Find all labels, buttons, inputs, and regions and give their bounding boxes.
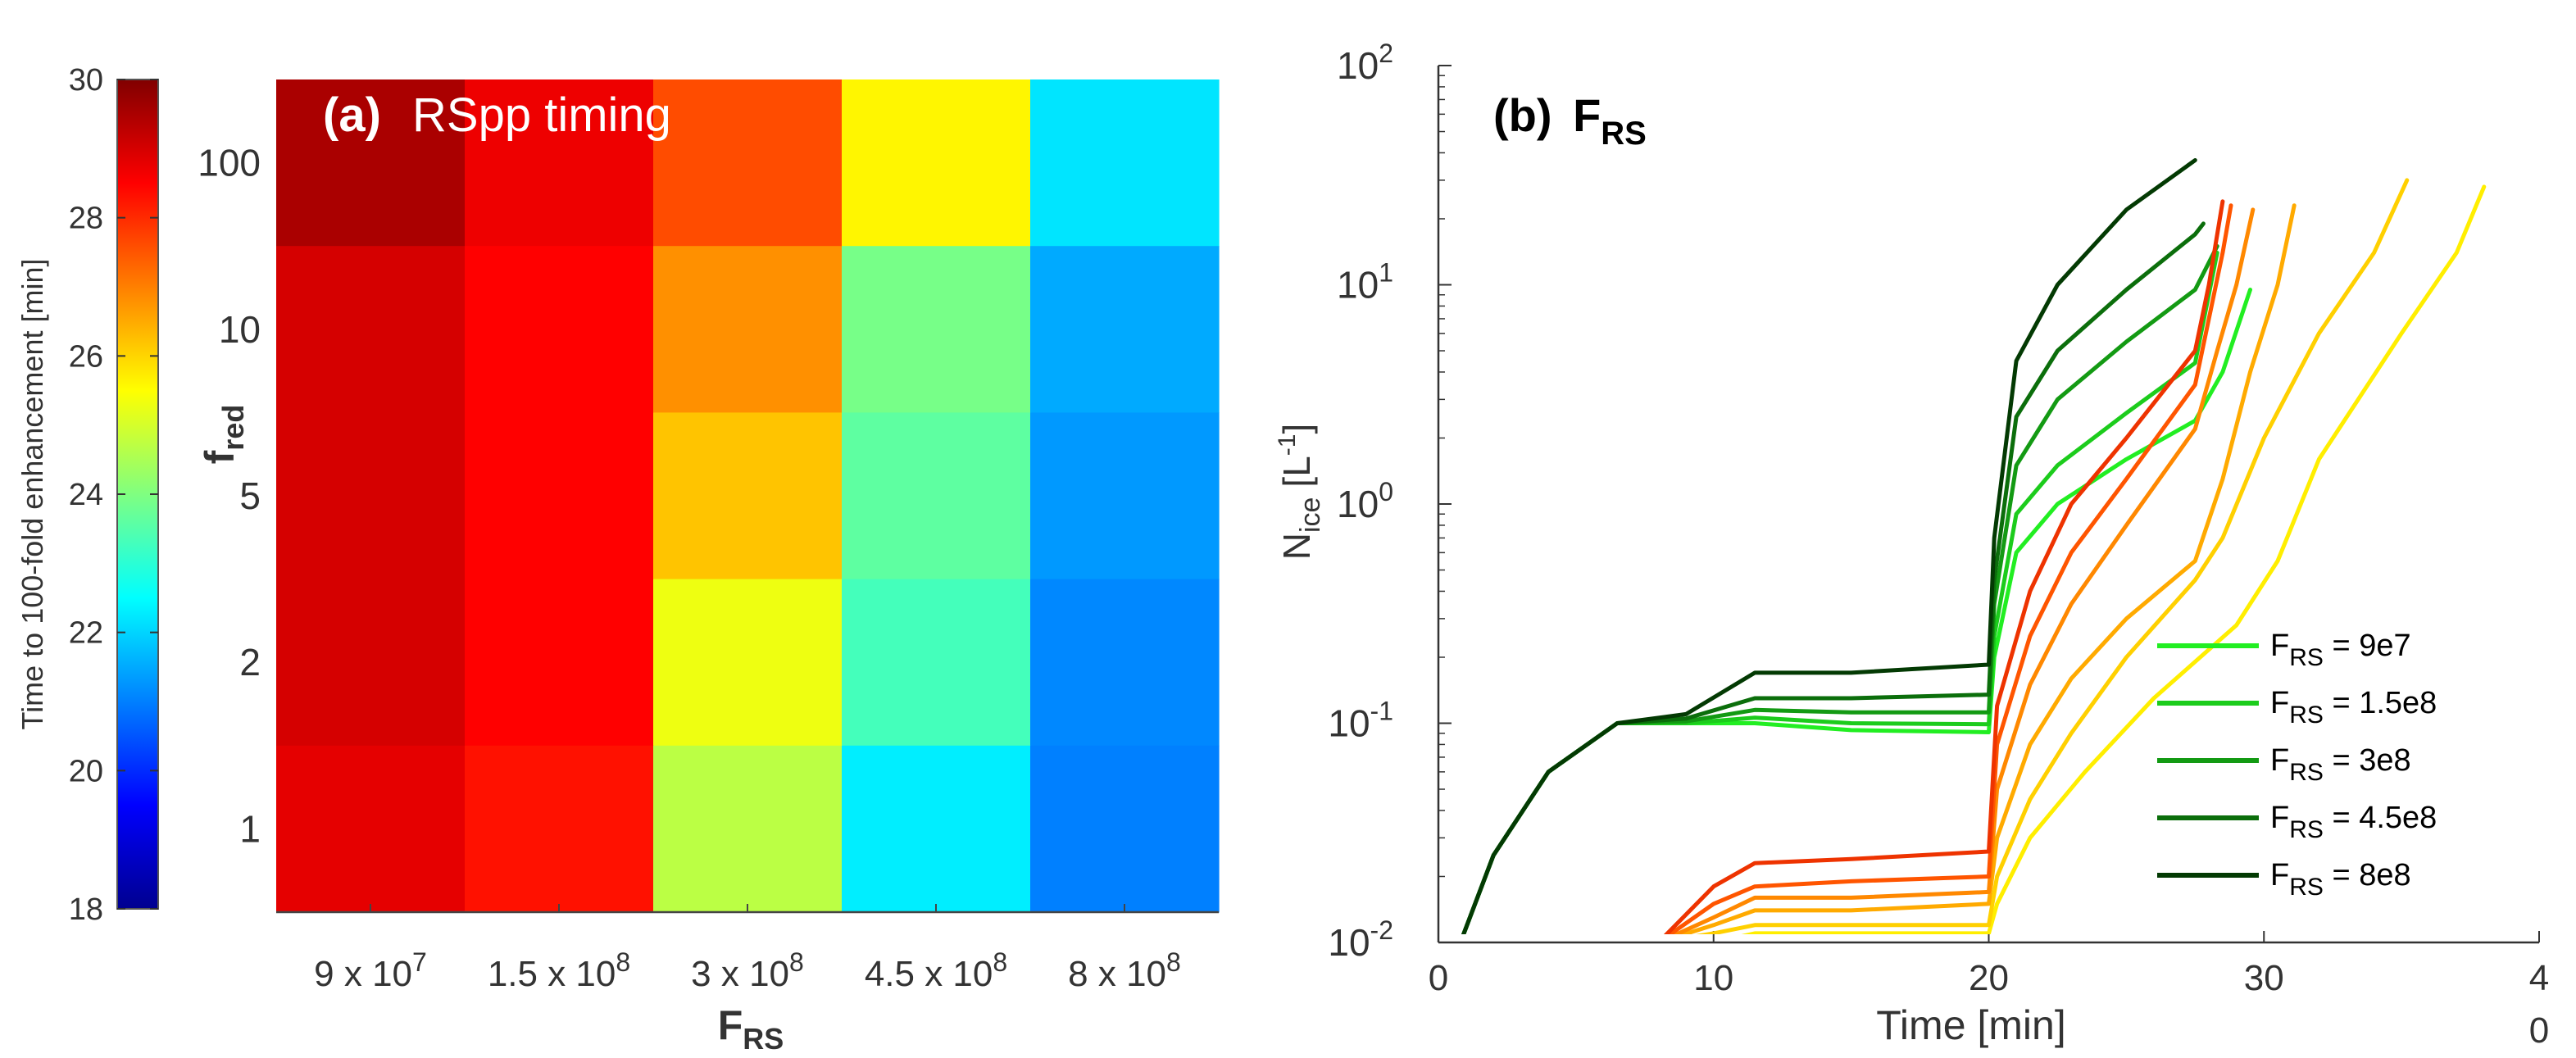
series-line [1461,221,2206,934]
heatmap-y-ticks: 100 10 5 2 1 [198,142,261,851]
colorbar-tick-label: 24 [69,478,103,512]
heatmap-cell [1030,579,1220,747]
legend-label: FRS = 4.5e8 [2270,801,2437,843]
colorbar-tick-label: 30 [69,63,103,98]
colorbar-tick-label: 22 [69,616,103,651]
legend-label: FRS = 1.5e8 [2270,686,2437,729]
legend-label: FRS = 8e8 [2270,858,2411,901]
heatmap-cell [276,745,466,913]
x-tick-label: 20 [1969,958,2009,998]
series-line [1461,158,2197,934]
x-tick-label: 4 [2529,958,2549,998]
colorbar-label: Time to 100-fold enhancement [min] [16,259,49,730]
series-line [1671,207,2256,934]
colorbar-ticks: 18 20 22 24 26 28 30 [69,63,158,927]
heatmap-cell [1030,246,1220,413]
heatmap-x-tick-label: 4.5 x 108 [865,947,1007,994]
heatmap-cell [653,745,843,913]
colorbar-tick-label: 18 [69,892,103,927]
x-tick-label: 30 [2244,958,2284,998]
series-line [1461,250,2219,934]
colorbar-tick-label: 20 [69,754,103,788]
y-tick-label: 100 [1337,477,1393,525]
heatmap-cell [653,412,843,580]
heatmap-cell [842,579,1031,747]
heatmap-x-tick-label: 3 x 108 [691,947,804,994]
heatmap-cell [1030,745,1220,913]
heatmap-cell [842,745,1031,913]
heatmap-cell [276,79,466,247]
heatmap-cell [653,579,843,747]
x-tick-label: 0 [2529,1010,2549,1051]
line-plot-title: (b) FRS [1493,89,1647,152]
heatmap-cell [842,79,1031,247]
y-tick-label: 102 [1337,39,1393,87]
heatmap-x-tick-label: 9 x 107 [314,947,427,994]
heatmap-cell [465,246,654,413]
legend-label: FRS = 3e8 [2270,743,2411,786]
series-line [1695,178,2410,934]
heatmap-y-tick-label: 10 [219,308,261,351]
colorbar: 18 20 22 24 26 28 30 Time to 100-fold enhancem… [16,63,159,927]
series-line [1461,243,2219,934]
heatmap-cell [276,412,466,580]
x-tick-label: 0 [1429,958,1448,998]
heatmap-cell [653,246,843,413]
y-tick-label: 10-2 [1328,915,1393,964]
colorbar-tick-label: 26 [69,339,103,374]
colorbar-tick-label: 28 [69,202,103,236]
heatmap-x-label: FRS [718,1002,784,1056]
series-line [1666,203,2233,934]
heatmap-y-tick-label: 5 [239,475,261,517]
heatmap-y-tick-label: 100 [198,142,261,184]
legend-label: FRS = 9e7 [2270,629,2411,671]
heatmap-panel [276,79,1220,914]
heatmap-title-text: RSpp timing [412,89,671,142]
heatmap-cell [465,745,654,913]
panel-a-label: (a) [323,89,381,142]
heatmap-cell [276,246,466,413]
series-line [1741,184,2487,934]
y-tick-label: 10-1 [1328,697,1393,745]
series-line [1677,203,2297,934]
heatmap-y-label: fred [197,405,250,465]
series-line [1663,199,2225,934]
legend: FRS = 9e7 FRS = 1.5e8 FRS = 3e8 FRS = 4.5e8… [2157,629,2437,901]
heatmap-x-ticks: 9 x 107 1.5 x 108 3 x 108 4.5 x 108 8 x 108 [314,904,1181,994]
heatmap-cell [842,246,1031,413]
svg-text:(a) RSpp timing: (a) RSpp timing [323,89,671,142]
heatmap-title: (a) RSpp timing [323,89,671,142]
heatmap-y-tick-label: 2 [239,641,261,683]
heatmap-cell [465,579,654,747]
line-plot-x-label: Time [min] [1876,1002,2066,1048]
line-plot-y-label: Nice[L-1] [1274,424,1326,561]
heatmap-cell [1030,79,1220,247]
heatmap-cell [276,579,466,747]
heatmap-x-tick-label: 8 x 108 [1068,947,1181,994]
heatmap-cell [653,79,843,247]
y-tick-label: 101 [1337,258,1393,307]
x-tick-label: 10 [1693,958,1733,998]
heatmap-cell [842,412,1031,580]
heatmap-cell [465,412,654,580]
heatmap-y-tick-label: 1 [239,807,261,850]
heatmap-cell [1030,412,1220,580]
heatmap-x-tick-label: 1.5 x 108 [488,947,630,994]
heatmap-cell [465,79,654,247]
line-plot-series [1461,158,2487,934]
